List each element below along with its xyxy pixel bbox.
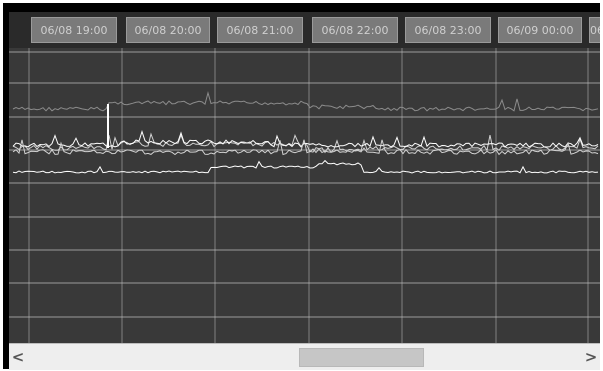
trace-plot: [9, 48, 600, 343]
scrollbar-thumb[interactable]: [298, 348, 424, 367]
time-tick-label: 06/08 21:00: [217, 17, 303, 43]
horizontal-scrollbar[interactable]: < >: [9, 343, 600, 370]
scroll-left-button[interactable]: <: [11, 348, 25, 366]
time-tick-label: 06/08 19:00: [31, 17, 117, 43]
timeline-chart: 06/08 19:00 06/08 20:00 06/08 21:00 06/0…: [9, 12, 600, 343]
trace-line: [12, 139, 599, 156]
time-tick-label: 06/08 23:00: [405, 17, 491, 43]
chart-frame: 06/08 19:00 06/08 20:00 06/08 21:00 06/0…: [3, 3, 600, 370]
scroll-right-button[interactable]: >: [584, 348, 598, 366]
time-tick-label: 06: [589, 17, 600, 43]
trace-line: [12, 159, 599, 174]
trace-line: [12, 129, 599, 148]
time-tick-label: 06/08 22:00: [312, 17, 398, 43]
time-axis-header: 06/08 19:00 06/08 20:00 06/08 21:00 06/0…: [9, 12, 600, 48]
time-tick-label: 06/08 20:00: [126, 17, 210, 43]
time-tick-label: 06/09 00:00: [498, 17, 582, 43]
trace-line: [12, 91, 599, 112]
